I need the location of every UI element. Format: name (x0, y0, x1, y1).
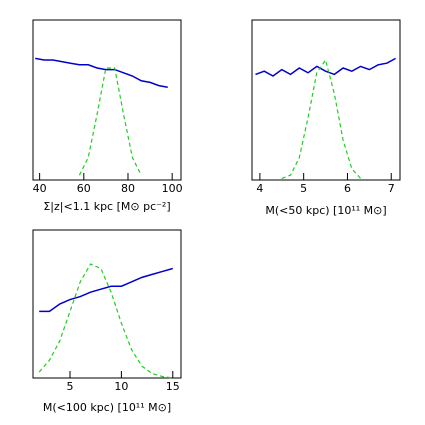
x-tick-label: 60 (77, 182, 91, 195)
x-tick-label: 15 (166, 380, 180, 393)
series-line (38, 263, 173, 379)
series-line (281, 58, 362, 179)
x-tick-label: 5 (67, 380, 74, 393)
x-axis-label: M(<50 kpc) [10¹¹ M⊙] (265, 204, 386, 217)
x-tick-label: 100 (162, 182, 183, 195)
x-tick-label: 80 (121, 182, 135, 195)
x-axis-label: Σ|z|<1.1 kpc [M⊙ pc⁻²] (43, 200, 170, 213)
x-tick-label: 4 (256, 182, 263, 195)
x-tick-label: 10 (114, 380, 128, 393)
x-axis-label: M(<100 kpc) [10¹¹ M⊙] (43, 401, 171, 414)
series-line (78, 67, 142, 176)
x-tick-label: 7 (388, 182, 395, 195)
series-line (39, 267, 173, 313)
panel-frame (32, 229, 182, 379)
x-tick-label: 40 (33, 182, 47, 195)
x-tick-label: 5 (300, 182, 307, 195)
x-tick-label: 6 (344, 182, 351, 195)
series-line (35, 57, 168, 88)
series-line (255, 57, 396, 77)
panel-frame (251, 19, 401, 181)
panel-frame (32, 19, 182, 181)
